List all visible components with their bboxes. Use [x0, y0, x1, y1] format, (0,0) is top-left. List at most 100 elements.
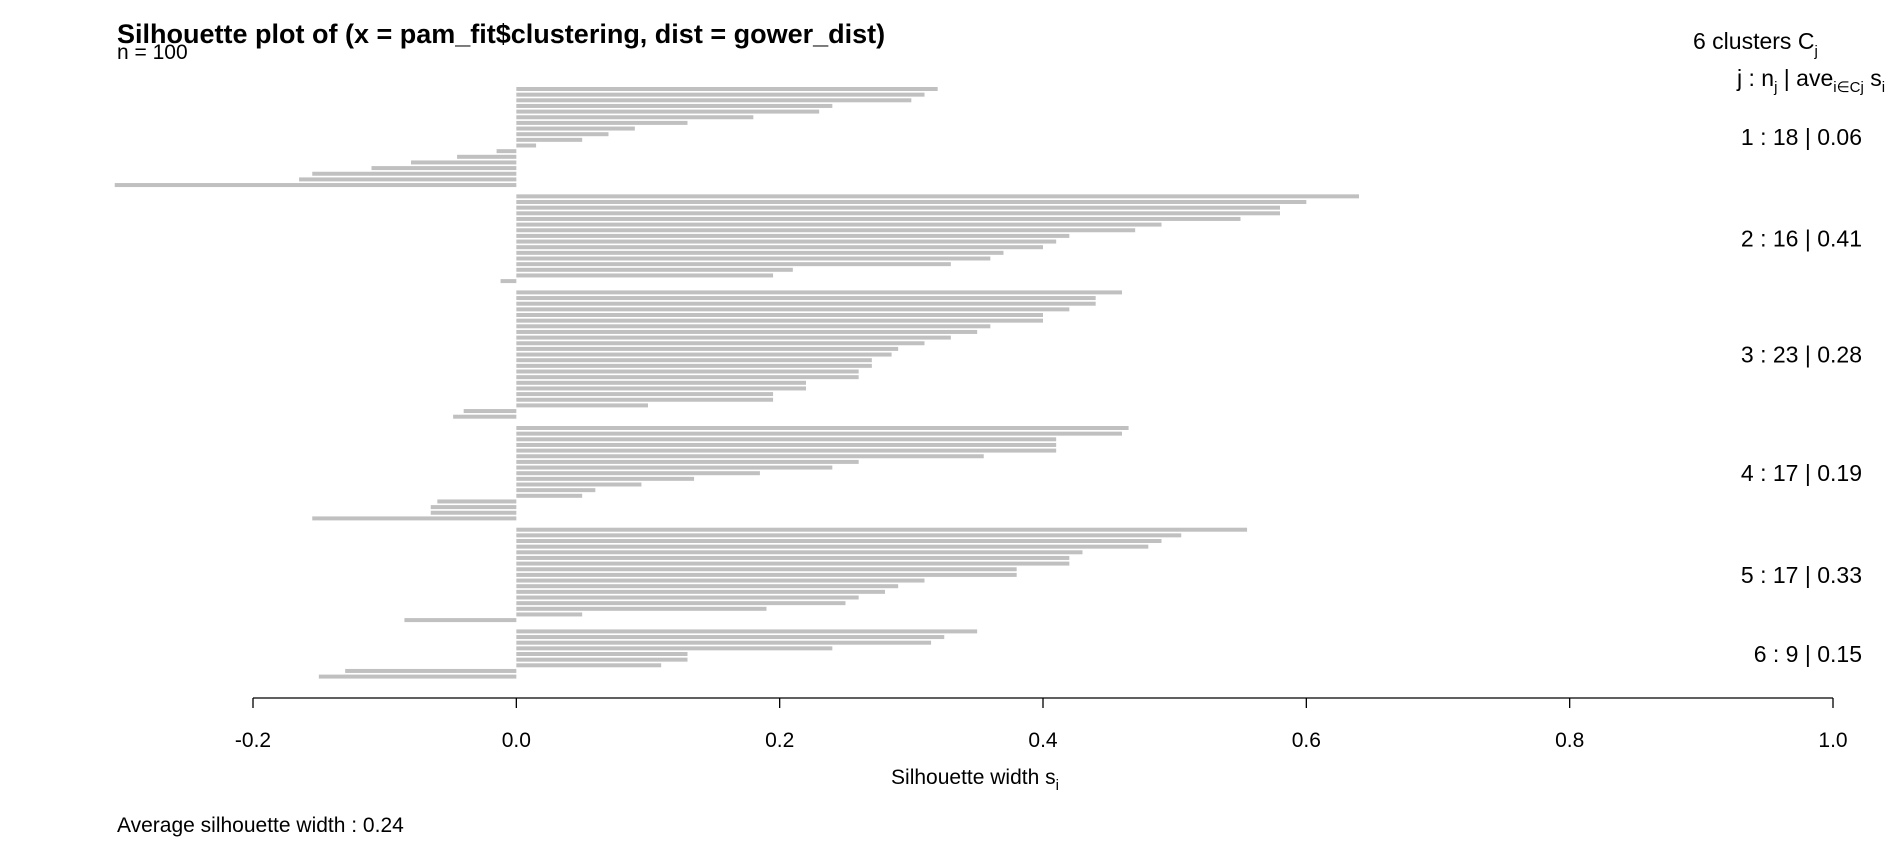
silhouette-bar-c4-16: [430, 510, 517, 515]
cluster-labels: 1 : 18 | 0.06 2 : 16 | 0.41 3 : 23 | 0.28 4…: [1741, 124, 1862, 667]
silhouette-bar-c5-16: [516, 612, 583, 617]
silhouette-bar-c1-2: [516, 92, 925, 97]
x-axis-label: Silhouette width si: [891, 766, 1059, 794]
x-tick-label-3: 0.4: [1028, 729, 1058, 752]
x-axis-ticks: -0.2 0.0 0.2 0.4 0.6 0.8 1.0: [235, 698, 1848, 752]
silhouette-bar-c3-11: [516, 346, 899, 351]
legend-header: 6 clusters Cj: [1693, 28, 1818, 60]
silhouette-bar-c3-15: [516, 369, 859, 374]
silhouette-bar-c1-4: [516, 103, 833, 108]
silhouette-bar-c1-10: [516, 137, 583, 142]
silhouette-bar-c2-1: [516, 194, 1359, 199]
silhouette-bar-c5-17: [404, 618, 517, 623]
silhouette-bar-c1-13: [457, 154, 517, 159]
silhouette-bar-c3-19: [516, 392, 774, 397]
silhouette-bar-c5-12: [516, 589, 885, 594]
cluster-label-2: 2 : 16 | 0.41: [1741, 226, 1862, 252]
silhouette-bar-c3-8: [516, 329, 978, 334]
bars-layer: [114, 87, 1359, 679]
n-label: n = 100: [117, 41, 188, 64]
silhouette-bar-c2-9: [516, 239, 1057, 244]
legend-header-sub: j: [1813, 43, 1817, 60]
silhouette-bar-c3-4: [516, 307, 1070, 312]
legend-header-text: 6 clusters C: [1693, 28, 1814, 54]
silhouette-bar-c6-1: [516, 629, 978, 634]
silhouette-bar-c2-13: [516, 262, 951, 267]
silhouette-bar-c4-14: [437, 499, 517, 504]
silhouette-bar-c1-3: [516, 98, 912, 103]
silhouette-bar-c1-8: [516, 126, 635, 131]
legend-subheader-s: s: [1864, 65, 1882, 91]
silhouette-bar-c1-15: [371, 166, 517, 171]
silhouette-bar-c5-15: [516, 606, 767, 611]
silhouette-bar-c5-7: [516, 561, 1070, 566]
legend-subheader-ave-sub: i∈Cj: [1833, 79, 1864, 96]
silhouette-bar-c3-6: [516, 318, 1043, 323]
silhouette-bar-c1-5: [516, 109, 820, 114]
silhouette-bar-c4-1: [516, 426, 1129, 430]
silhouette-bar-c5-9: [516, 572, 1017, 577]
silhouette-bar-c5-3: [516, 539, 1162, 543]
silhouette-bar-c1-7: [516, 120, 688, 125]
silhouette-bar-c1-6: [516, 115, 754, 120]
silhouette-bar-c6-7: [516, 663, 662, 668]
silhouette-bar-c3-5: [516, 313, 1043, 317]
x-tick-label-0: -0.2: [235, 729, 271, 752]
silhouette-bar-c5-4: [516, 544, 1149, 549]
silhouette-bar-c2-10: [516, 245, 1043, 250]
silhouette-bar-c2-12: [516, 256, 991, 261]
silhouette-bar-c5-8: [516, 567, 1017, 572]
cluster-label-4: 4 : 17 | 0.19: [1741, 460, 1862, 486]
silhouette-bar-c5-2: [516, 533, 1182, 538]
chart-title: Silhouette plot of (x = pam_fit$clusteri…: [117, 19, 885, 49]
silhouette-bar-c2-8: [516, 233, 1070, 238]
silhouette-bar-c3-9: [516, 335, 951, 340]
silhouette-bar-c3-18: [516, 386, 806, 391]
silhouette-bar-c4-10: [516, 476, 695, 481]
silhouette-bar-c5-11: [516, 584, 899, 589]
x-axis-label-text: Silhouette width s: [891, 766, 1056, 789]
silhouette-bar-c6-4: [516, 646, 833, 651]
silhouette-bar-c2-3: [516, 205, 1280, 210]
silhouette-bar-c4-5: [516, 448, 1057, 453]
silhouette-bar-c4-12: [516, 488, 596, 493]
silhouette-bar-c3-1: [516, 290, 1122, 295]
silhouette-bar-c6-9: [318, 674, 517, 679]
silhouette-bar-c6-3: [516, 640, 932, 645]
silhouette-bar-c5-14: [516, 601, 846, 606]
silhouette-bar-c1-9: [516, 132, 609, 137]
silhouette-bar-c1-16: [312, 171, 517, 176]
silhouette-bar-c3-21: [516, 403, 648, 408]
legend-subheader-ave: | ave: [1777, 65, 1833, 91]
legend-subheader-j: j : n: [1736, 65, 1774, 91]
silhouette-bar-c5-5: [516, 550, 1083, 555]
silhouette-bar-c2-6: [516, 222, 1162, 227]
average-silhouette-width: Average silhouette width : 0.24: [117, 814, 404, 837]
silhouette-bar-c3-22: [463, 409, 517, 414]
silhouette-bar-c2-15: [516, 273, 774, 278]
silhouette-bar-c3-13: [516, 358, 872, 363]
silhouette-bar-c5-6: [516, 555, 1070, 560]
silhouette-bar-c4-15: [430, 505, 517, 510]
silhouette-bar-c3-17: [516, 380, 806, 385]
silhouette-bar-c1-14: [411, 160, 517, 165]
silhouette-bar-c5-13: [516, 595, 859, 600]
silhouette-bar-c6-6: [516, 657, 688, 662]
silhouette-bar-c3-10: [516, 341, 925, 346]
silhouette-bar-c2-4: [516, 211, 1280, 216]
silhouette-bar-c2-7: [516, 228, 1136, 233]
silhouette-bar-c6-8: [345, 668, 517, 673]
silhouette-bar-c4-3: [516, 437, 1057, 442]
silhouette-bar-c4-11: [516, 482, 642, 487]
cluster-label-5: 5 : 17 | 0.33: [1741, 562, 1862, 588]
silhouette-bar-c1-18: [114, 183, 517, 188]
silhouette-bar-c3-7: [516, 324, 991, 329]
silhouette-bar-c3-20: [516, 397, 774, 402]
silhouette-bar-c2-16: [500, 279, 517, 284]
silhouette-bar-c1-12: [496, 149, 517, 154]
silhouette-bar-c6-2: [516, 635, 945, 640]
x-tick-label-5: 0.8: [1555, 729, 1584, 752]
silhouette-bar-c5-1: [516, 527, 1248, 532]
silhouette-bar-c1-17: [299, 177, 517, 182]
